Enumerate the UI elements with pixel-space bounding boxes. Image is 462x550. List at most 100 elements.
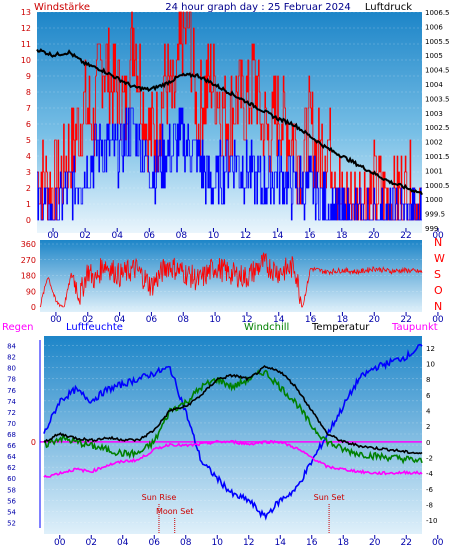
direction-tick-label: 270 [21, 256, 36, 265]
luftfeuchte-tick-label: 54 [7, 508, 16, 516]
hour-3-tick-label: 20 [369, 538, 381, 548]
temperature-tick-label: -8 [426, 502, 433, 510]
temperature-tick-label: 12 [426, 345, 435, 353]
luftfeuchte-tick-label: 74 [7, 398, 16, 406]
windstaerke-tick-label: 8 [26, 88, 31, 97]
event-label-sun_rise: Sun Rise [142, 493, 177, 502]
windchill-line [43, 369, 423, 465]
hour-1-tick-label: 00 [47, 231, 59, 241]
hour-3-tick-label: 22 [401, 538, 412, 548]
hour-2-tick-label: 00 [432, 315, 444, 325]
label-temperatur: Temperatur [311, 322, 370, 333]
compass-label: N [434, 300, 442, 313]
grid-wind-pressure [37, 11, 422, 221]
luftdruck-tick-label: 1003.5 [425, 95, 450, 103]
temperature-tick-label: -2 [426, 455, 433, 463]
luftfeuchte-tick-label: 70 [7, 420, 16, 428]
windstaerke-mean-line [37, 107, 422, 221]
series-temperature-humidity [43, 343, 423, 521]
windstaerke-tick-label: 7 [26, 104, 31, 113]
hour-3-tick-label: 08 [180, 538, 192, 548]
hour-2-tick-label: 18 [337, 315, 349, 325]
luftfeuchte-tick-label: 52 [7, 519, 16, 527]
hour-2-tick-label: 20 [369, 315, 381, 325]
hour-1-tick-label: 00 [432, 231, 444, 241]
event-label-moon_set: Moon Set [156, 507, 193, 516]
windstaerke-tick-label: 13 [21, 8, 31, 17]
hour-1-tick-label: 18 [336, 231, 348, 241]
axis-temperature: -10 -8 -6 -4 -2 0 2 4 6 8 10 12 0 [31, 345, 438, 525]
temperature-tick-label: 0 [426, 439, 430, 447]
temperature-tick-label: -4 [426, 470, 434, 478]
windstaerke-tick-label: 0 [26, 216, 31, 225]
wind-direction-line [39, 252, 423, 308]
luftdruck-tick-label: 1002.5 [425, 124, 450, 132]
luftdruck-tick-label: 1004.5 [425, 67, 450, 75]
hour-1-tick-label: 14 [272, 231, 284, 241]
hour-3-tick-label: 00 [432, 538, 444, 548]
luftdruck-line [36, 48, 423, 196]
direction-tick-label: 360 [21, 240, 36, 249]
hour-3-tick-label: 06 [149, 538, 161, 548]
windstaerke-line [37, 11, 422, 221]
hour-3-tick-label: 12 [243, 538, 254, 548]
hour-1-tick-label: 22 [400, 231, 411, 241]
header-left-label: Windstärke [34, 2, 90, 13]
hour-1-tick-label: 16 [304, 231, 316, 241]
header-right-label: Luftdruck [365, 2, 412, 13]
temperature-tick-label: -10 [426, 517, 437, 525]
windstaerke-tick-label: 11 [21, 40, 31, 49]
windstaerke-tick-label: 10 [21, 56, 31, 65]
series-wind-direction [39, 252, 423, 308]
luftfeuchte-tick-label: 62 [7, 464, 16, 472]
compass-label: S [434, 268, 441, 281]
luftdruck-tick-label: 1001 [425, 167, 443, 175]
luftdruck-tick-label: 1002 [425, 139, 443, 147]
axis-wind-direction-degrees: 0 90 180 270 360 [21, 240, 36, 312]
luftdruck-tick-label: 1001.5 [425, 153, 450, 161]
astro-events: Sun Rise Moon Set Sun Set [142, 493, 345, 534]
label-regen: Regen [2, 322, 34, 333]
luftfeuchte-tick-label: 66 [7, 442, 16, 450]
compass-label: O [434, 284, 443, 297]
windstaerke-tick-label: 6 [26, 120, 31, 129]
luftdruck-tick-label: 1005 [425, 52, 443, 60]
windstaerke-tick-label: 9 [26, 72, 31, 81]
x-axis-hours-3: 00 02 04 06 08 10 12 14 16 18 20 22 00 [54, 535, 444, 548]
hour-2-tick-label: 16 [305, 315, 317, 325]
hour-1-tick-label: 20 [368, 231, 380, 241]
luftdruck-tick-label: 1000.5 [425, 182, 450, 190]
hour-2-tick-label: 06 [146, 315, 158, 325]
grid-temperature-humidity [40, 345, 422, 523]
chart-title: 24 hour graph day : 25 Februar 2024 [165, 2, 350, 13]
hour-2-tick-label: 04 [114, 315, 126, 325]
hour-2-tick-label: 14 [273, 315, 285, 325]
hour-1-tick-label: 12 [240, 231, 251, 241]
hour-3-tick-label: 02 [86, 538, 97, 548]
temperature-tick-label: 2 [426, 423, 430, 431]
hour-1-tick-label: 10 [208, 231, 220, 241]
temperatur-line [43, 365, 423, 455]
hour-1-tick-label: 06 [144, 231, 156, 241]
temperature-tick-label: 6 [426, 392, 431, 400]
hour-1-tick-label: 04 [111, 231, 123, 241]
taupunkt-line [43, 439, 423, 478]
hour-2-tick-label: 12 [241, 315, 252, 325]
axis-luftdruck: 999 999.5 1000 1000.5 1001 1001.5 1002 1002.5 10… [425, 9, 450, 233]
hour-2-tick-label: 02 [82, 315, 93, 325]
regen-zero-label: 0 [31, 438, 36, 447]
windstaerke-tick-label: 3 [26, 168, 31, 177]
windstaerke-tick-label: 2 [26, 184, 31, 193]
hour-1-tick-label: 08 [176, 231, 188, 241]
hour-2-tick-label: 10 [209, 315, 221, 325]
luftdruck-tick-label: 1006.5 [425, 9, 450, 17]
hour-1-tick-label: 02 [79, 231, 90, 241]
direction-tick-label: 90 [26, 287, 36, 296]
luftdruck-tick-label: 1003 [425, 110, 443, 118]
label-taupunkt: Taupunkt [391, 322, 438, 333]
luftdruck-tick-label: 999 [425, 225, 438, 233]
luftfeuchte-line [43, 343, 423, 521]
